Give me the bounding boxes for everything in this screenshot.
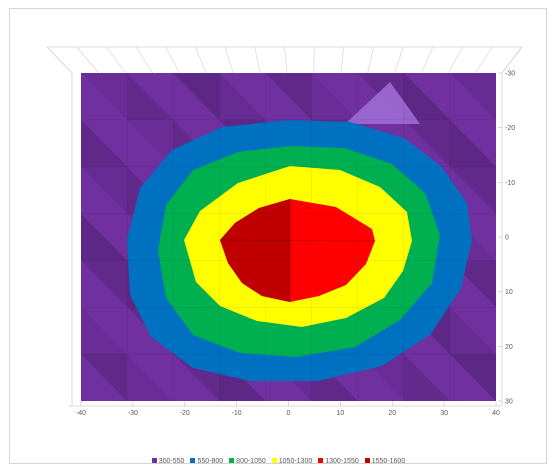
legend-label: 1550-1600 [371, 458, 406, 465]
y-axis-ticks: -30 -20 -10 0 10 20 30 [498, 71, 515, 406]
y-tick-label: -20 [505, 125, 515, 132]
x-axis-ticks: -40 -30 -20 -10 0 10 20 30 40 [76, 401, 500, 417]
x-tick-label: -40 [76, 410, 86, 417]
floor-grid [46, 46, 523, 407]
legend-swatch [151, 458, 157, 463]
y-tick-label: -10 [505, 180, 515, 187]
legend-swatch [318, 458, 324, 463]
legend-swatch [364, 458, 370, 463]
x-tick-label: 40 [492, 410, 500, 417]
legend-item: 800-1050 [229, 458, 266, 465]
x-tick-label: 30 [440, 410, 448, 417]
legend-swatch [190, 458, 196, 463]
x-tick-label: -30 [128, 410, 138, 417]
legend-item: 550-800 [190, 458, 223, 465]
x-tick-label: -10 [232, 410, 242, 417]
facet-lines [81, 73, 496, 401]
band-1550-1600 [220, 199, 290, 302]
x-tick-label: 10 [336, 410, 344, 417]
legend-label: 1050-1300 [278, 458, 313, 465]
legend-item: 1050-1300 [271, 458, 313, 465]
x-tick-label: 0 [287, 410, 291, 417]
y-tick-label: -30 [505, 71, 515, 78]
legend-item: 1550-1600 [364, 458, 406, 465]
x-tick-label: 20 [388, 410, 396, 417]
legend-label: 550-800 [197, 458, 224, 465]
legend: 300-550 550-800 800-1050 1050-1300 1300-1550… [0, 458, 557, 465]
legend-label: 800-1050 [236, 458, 266, 465]
y-tick-label: 20 [505, 344, 513, 351]
legend-item: 1300-1550 [318, 458, 359, 465]
legend-swatch [271, 458, 277, 463]
y-tick-label: 30 [505, 399, 513, 406]
y-tick-label: 0 [505, 235, 509, 242]
y-tick-label: 10 [505, 289, 513, 296]
legend-label: 300-550 [158, 458, 185, 465]
plot-area [81, 73, 496, 401]
legend-label: 1300-1550 [325, 458, 359, 465]
legend-swatch [229, 458, 235, 463]
x-tick-label: -20 [180, 410, 190, 417]
legend-item: 300-550 [151, 458, 185, 465]
